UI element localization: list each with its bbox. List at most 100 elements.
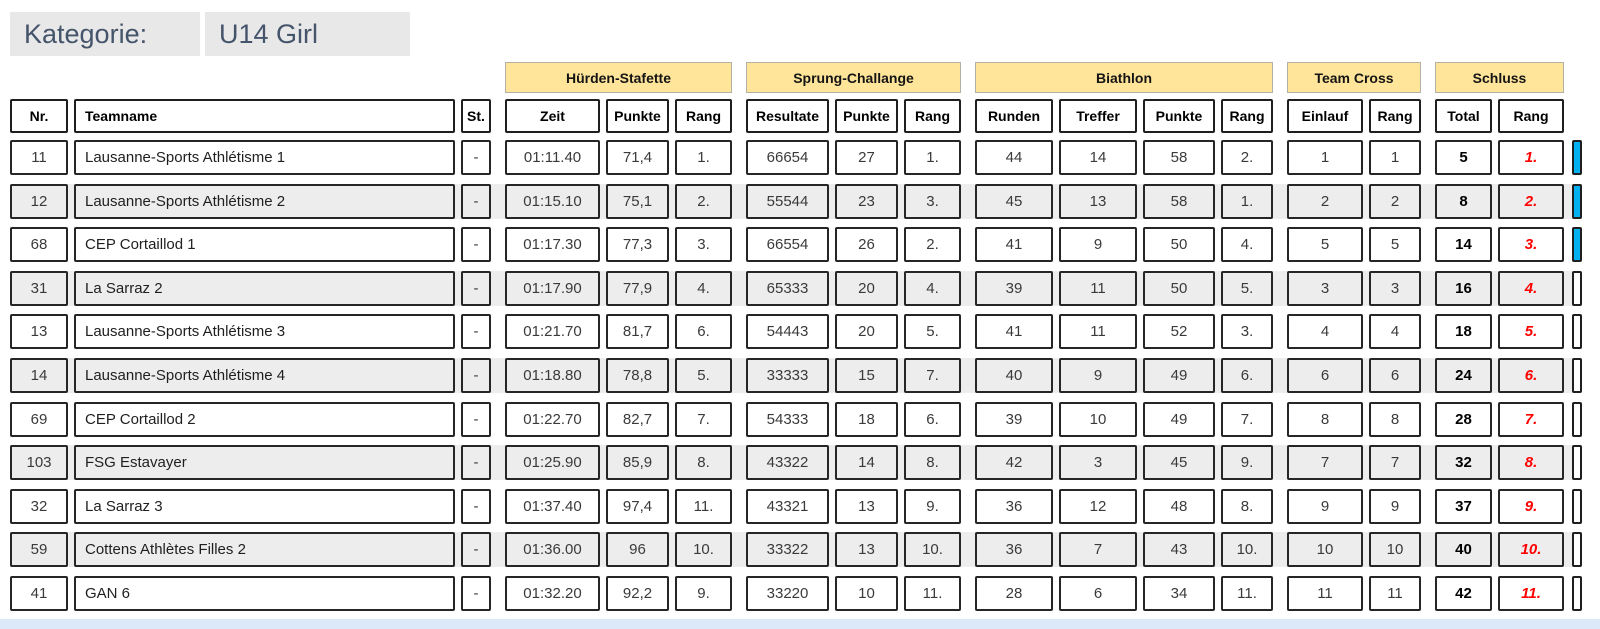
cell-punkte-sprung[interactable]: 18: [835, 401, 898, 437]
cell-rang-schluss[interactable]: 1.: [1498, 140, 1564, 175]
cell-rang-schluss[interactable]: 10.: [1498, 532, 1564, 568]
cell-einlauf[interactable]: 3: [1287, 270, 1363, 306]
cell-treffer[interactable]: 6: [1059, 575, 1137, 611]
cell-rang-biathlon[interactable]: 11.: [1221, 575, 1273, 611]
cell-einlauf[interactable]: 7: [1287, 445, 1363, 481]
group-header-schluss[interactable]: Schluss: [1435, 62, 1564, 93]
cell-rang-huerden[interactable]: 8.: [675, 445, 732, 481]
col-header-einlauf[interactable]: Einlauf: [1287, 99, 1363, 133]
cell-team[interactable]: FSG Estavayer: [74, 445, 455, 481]
cell-total[interactable]: 8: [1435, 183, 1492, 219]
cell-punkte-huerden[interactable]: 77,9: [606, 270, 669, 306]
cell-zeit[interactable]: 01:37.40: [505, 488, 600, 524]
cell-rang-huerden[interactable]: 2.: [675, 183, 732, 219]
cell-rang-huerden[interactable]: 1.: [675, 140, 732, 175]
cell-treffer[interactable]: 11: [1059, 314, 1137, 350]
cell-rang-teamcross[interactable]: 6: [1369, 357, 1421, 393]
cell-runden[interactable]: 41: [975, 227, 1053, 263]
cell-punkte-biathlon[interactable]: 48: [1143, 488, 1215, 524]
cell-rang-biathlon[interactable]: 8.: [1221, 488, 1273, 524]
cell-punkte-sprung[interactable]: 15: [835, 357, 898, 393]
cell-rang-schluss[interactable]: 5.: [1498, 314, 1564, 350]
cell-rang-schluss[interactable]: 8.: [1498, 445, 1564, 481]
cell-zeit[interactable]: 01:25.90: [505, 445, 600, 481]
group-header-sprung-challange[interactable]: Sprung-Challange: [746, 62, 961, 93]
col-header-zeit[interactable]: Zeit: [505, 99, 600, 133]
cell-team[interactable]: Lausanne-Sports Athlétisme 2: [74, 183, 455, 219]
cell-rang-sprung[interactable]: 3.: [904, 183, 961, 219]
col-header-punkte-sprung[interactable]: Punkte: [835, 99, 898, 133]
cell-punkte-biathlon[interactable]: 43: [1143, 532, 1215, 568]
cell-total[interactable]: 18: [1435, 314, 1492, 350]
cell-rang-huerden[interactable]: 3.: [675, 227, 732, 263]
cell-punkte-sprung[interactable]: 13: [835, 532, 898, 568]
cell-runden[interactable]: 42: [975, 445, 1053, 481]
cell-treffer[interactable]: 12: [1059, 488, 1137, 524]
cell-nr[interactable]: 103: [10, 445, 68, 481]
cell-einlauf[interactable]: 11: [1287, 575, 1363, 611]
cell-punkte-sprung[interactable]: 20: [835, 270, 898, 306]
cell-resultate[interactable]: 33333: [746, 357, 829, 393]
cell-rang-huerden[interactable]: 10.: [675, 532, 732, 568]
cell-einlauf[interactable]: 6: [1287, 357, 1363, 393]
category-value[interactable]: U14 Girl: [205, 12, 410, 56]
cell-total[interactable]: 32: [1435, 445, 1492, 481]
cell-total[interactable]: 24: [1435, 357, 1492, 393]
cell-punkte-huerden[interactable]: 81,7: [606, 314, 669, 350]
cell-rang-biathlon[interactable]: 5.: [1221, 270, 1273, 306]
cell-rang-huerden[interactable]: 7.: [675, 401, 732, 437]
cell-punkte-biathlon[interactable]: 52: [1143, 314, 1215, 350]
group-header-biathlon[interactable]: Biathlon: [975, 62, 1273, 93]
cell-punkte-huerden[interactable]: 85,9: [606, 445, 669, 481]
cell-treffer[interactable]: 13: [1059, 183, 1137, 219]
col-header-nr[interactable]: Nr.: [10, 99, 68, 133]
col-header-rang-teamcross[interactable]: Rang: [1369, 99, 1421, 133]
cell-einlauf[interactable]: 10: [1287, 532, 1363, 568]
cell-team[interactable]: La Sarraz 3: [74, 488, 455, 524]
cell-runden[interactable]: 36: [975, 488, 1053, 524]
cell-total[interactable]: 40: [1435, 532, 1492, 568]
col-header-rang-biathlon[interactable]: Rang: [1221, 99, 1273, 133]
cell-rang-biathlon[interactable]: 10.: [1221, 532, 1273, 568]
cell-st[interactable]: -: [461, 445, 491, 481]
cell-treffer[interactable]: 9: [1059, 227, 1137, 263]
cell-team[interactable]: GAN 6: [74, 575, 455, 611]
cell-total[interactable]: 16: [1435, 270, 1492, 306]
cell-team[interactable]: CEP Cortaillod 2: [74, 401, 455, 437]
cell-team[interactable]: Lausanne-Sports Athlétisme 3: [74, 314, 455, 350]
cell-team[interactable]: Lausanne-Sports Athlétisme 1: [74, 140, 455, 175]
cell-nr[interactable]: 12: [10, 183, 68, 219]
cell-rang-sprung[interactable]: 4.: [904, 270, 961, 306]
cell-resultate[interactable]: 33322: [746, 532, 829, 568]
cell-einlauf[interactable]: 9: [1287, 488, 1363, 524]
cell-rang-sprung[interactable]: 9.: [904, 488, 961, 524]
cell-rang-teamcross[interactable]: 4: [1369, 314, 1421, 350]
cell-rang-sprung[interactable]: 7.: [904, 357, 961, 393]
cell-st[interactable]: -: [461, 183, 491, 219]
cell-rang-teamcross[interactable]: 2: [1369, 183, 1421, 219]
cell-team[interactable]: Cottens Athlètes Filles 2: [74, 532, 455, 568]
cell-rang-teamcross[interactable]: 8: [1369, 401, 1421, 437]
cell-punkte-huerden[interactable]: 77,3: [606, 227, 669, 263]
cell-rang-sprung[interactable]: 1.: [904, 140, 961, 175]
cell-resultate[interactable]: 43322: [746, 445, 829, 481]
col-header-rang-sprung[interactable]: Rang: [904, 99, 961, 133]
category-label[interactable]: Kategorie:: [10, 12, 200, 56]
col-header-runden[interactable]: Runden: [975, 99, 1053, 133]
cell-rang-huerden[interactable]: 9.: [675, 575, 732, 611]
cell-rang-huerden[interactable]: 6.: [675, 314, 732, 350]
cell-rang-teamcross[interactable]: 1: [1369, 140, 1421, 175]
cell-zeit[interactable]: 01:17.90: [505, 270, 600, 306]
cell-punkte-sprung[interactable]: 10: [835, 575, 898, 611]
cell-resultate[interactable]: 43321: [746, 488, 829, 524]
cell-nr[interactable]: 68: [10, 227, 68, 263]
cell-rang-schluss[interactable]: 3.: [1498, 227, 1564, 263]
cell-runden[interactable]: 41: [975, 314, 1053, 350]
cell-runden[interactable]: 44: [975, 140, 1053, 175]
cell-team[interactable]: CEP Cortaillod 1: [74, 227, 455, 263]
cell-punkte-biathlon[interactable]: 49: [1143, 401, 1215, 437]
cell-treffer[interactable]: 10: [1059, 401, 1137, 437]
cell-team[interactable]: Lausanne-Sports Athlétisme 4: [74, 357, 455, 393]
cell-nr[interactable]: 31: [10, 270, 68, 306]
cell-rang-teamcross[interactable]: 5: [1369, 227, 1421, 263]
